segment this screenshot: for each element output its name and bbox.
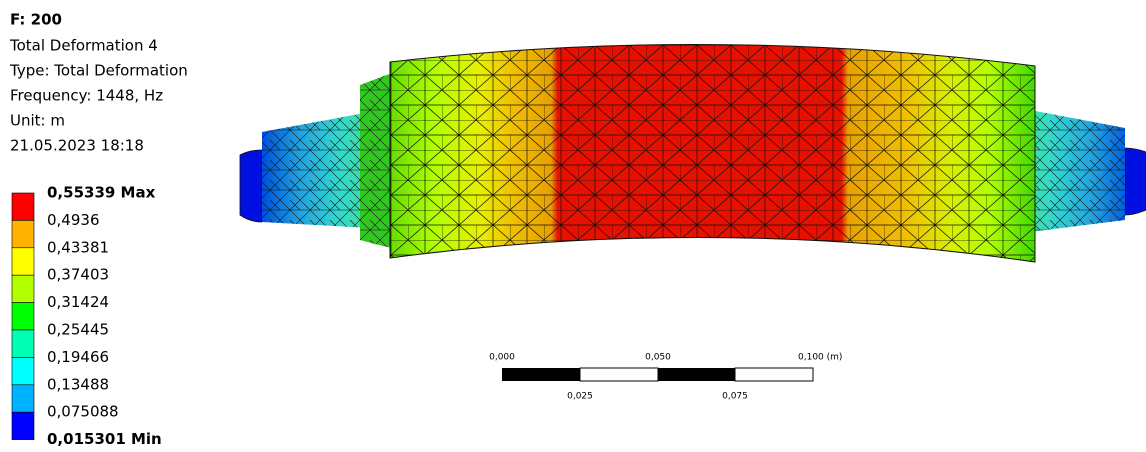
header-line: Unit: m [10, 112, 65, 130]
legend-label: 0,31424 [47, 293, 109, 311]
legend-label: 0,13488 [47, 375, 109, 393]
legend-label: 0,19466 [47, 348, 109, 366]
scale-label: 0,025 [567, 392, 593, 402]
legend-band [12, 303, 34, 330]
legend-band [12, 385, 34, 412]
legend-label: 0,43381 [47, 238, 109, 256]
legend-band [12, 357, 34, 384]
header-line: Total Deformation 4 [9, 37, 158, 55]
scale-label: 0,050 [645, 353, 671, 363]
scale-label: 0,000 [489, 353, 515, 363]
result-title: F: 200 [10, 11, 62, 29]
legend-label: 0,37403 [47, 266, 109, 284]
header-line: Frequency: 1448, Hz [10, 87, 163, 105]
legend-band [12, 330, 34, 357]
legend-band [12, 193, 34, 220]
legend-band [12, 220, 34, 247]
scale-label: 0,100 (m) [798, 353, 842, 363]
legend-band [12, 248, 34, 275]
header-line: Type: Total Deformation [9, 62, 188, 80]
legend-label: 0,015301 Min [47, 430, 162, 448]
model [240, 44, 1146, 262]
legend-label: 0,075088 [47, 403, 119, 421]
header-line: 21.05.2023 18:18 [10, 137, 144, 155]
legend-band [12, 275, 34, 302]
legend: 0,55339 Max 0,4936 0,43381 0,37403 0,31424 0,… [12, 184, 162, 449]
scale-label: 0,075 [722, 392, 748, 402]
legend-band [12, 412, 34, 439]
legend-label: 0,4936 [47, 211, 100, 229]
screen: F: 200 Total Deformation 4 Type: Total D… [0, 0, 1146, 452]
header: F: 200 Total Deformation 4 Type: Total D… [9, 11, 188, 155]
legend-label: 0,55339 Max [47, 184, 156, 202]
scale-bar: 0,000 0,050 0,100 (m) 0,025 0,075 [489, 353, 842, 402]
legend-label: 0,25445 [47, 321, 109, 339]
